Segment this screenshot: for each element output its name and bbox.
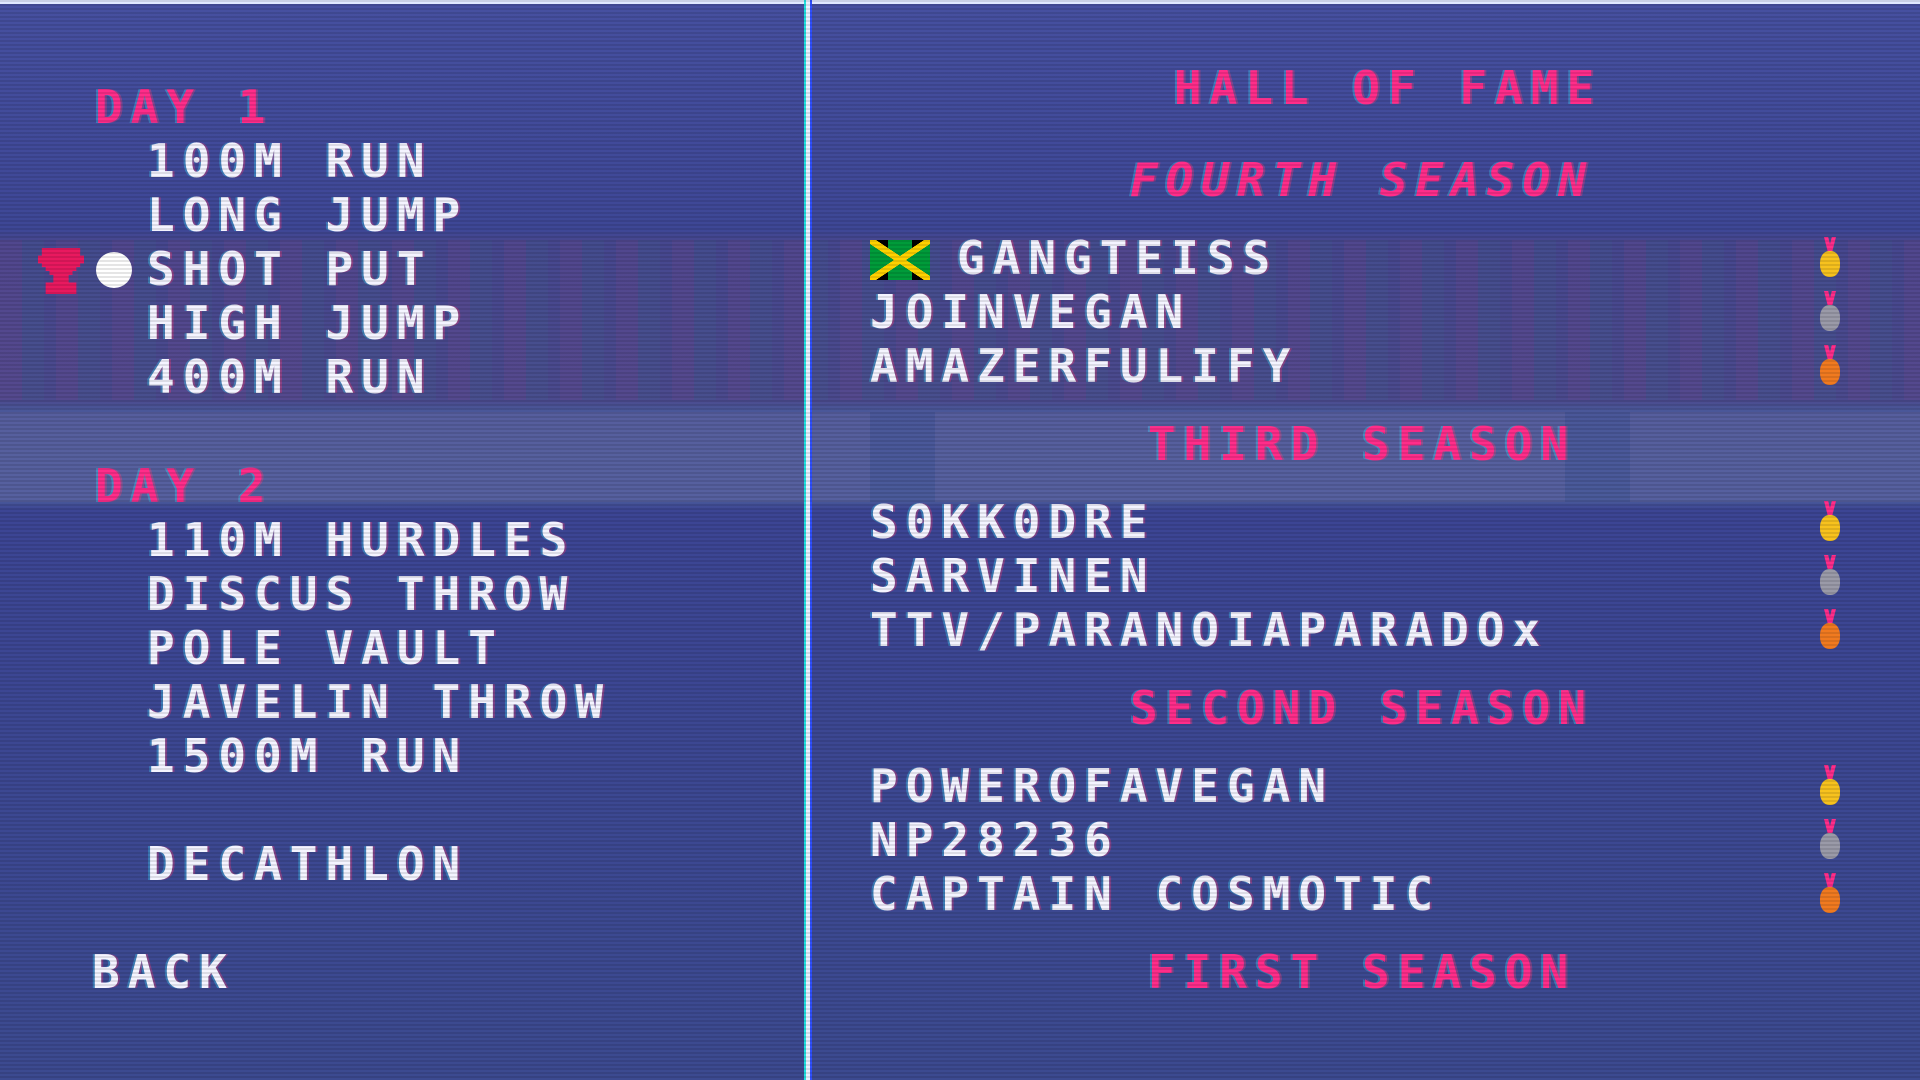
hall-of-fame-entry: POWEROFAVEGAN — [870, 759, 1335, 813]
event-item[interactable]: 400M RUN — [147, 350, 433, 404]
jamaica-flag-icon — [870, 240, 930, 280]
bronze-medal-icon — [1820, 609, 1840, 651]
hall-of-fame-entry: S0KK0DRE — [870, 495, 1156, 549]
event-item[interactable]: JAVELIN THROW — [147, 675, 612, 729]
selection-cursor-icon — [96, 252, 132, 288]
season-heading: FIRST SEASON — [1147, 945, 1577, 999]
season-heading: THIRD SEASON — [1147, 417, 1577, 471]
trophy-icon — [38, 248, 84, 294]
hall-of-fame-entry: TTV/PARANOIAPARADOx — [870, 603, 1549, 657]
gold-medal-icon — [1820, 237, 1840, 279]
hall-of-fame-entry: CAPTAIN COSMOTIC — [870, 867, 1442, 921]
event-item[interactable]: 1500M RUN — [147, 729, 469, 783]
day2-heading: DAY 2 — [95, 459, 274, 513]
silver-medal-icon — [1820, 291, 1840, 333]
top-border — [0, 0, 1920, 4]
decathlon-item[interactable]: DECATHLON — [147, 837, 469, 891]
season-heading: FOURTH SEASON — [1129, 153, 1595, 207]
bronze-medal-icon — [1820, 345, 1840, 387]
ad-banner — [1630, 412, 1920, 502]
ad-banner — [935, 412, 1565, 502]
event-item[interactable]: POLE VAULT — [147, 621, 504, 675]
ad-banner — [0, 412, 870, 502]
gold-medal-icon — [1820, 501, 1840, 543]
hall-of-fame-entry: NP28236 — [870, 813, 1120, 867]
event-item[interactable]: 100M RUN — [147, 134, 433, 188]
panel-divider — [806, 0, 810, 1080]
event-item[interactable]: 110M HURDLES — [147, 513, 576, 567]
event-item[interactable]: LONG JUMP — [147, 188, 469, 242]
event-item[interactable]: DISCUS THROW — [147, 567, 576, 621]
hall-of-fame-title: HALL OF FAME — [1173, 61, 1603, 115]
day1-heading: DAY 1 — [95, 80, 274, 134]
season-heading: SECOND SEASON — [1129, 681, 1595, 735]
event-item[interactable]: SHOT PUT — [147, 242, 433, 296]
bronze-medal-icon — [1820, 873, 1840, 915]
hall-of-fame-entry: SARVINEN — [870, 549, 1156, 603]
silver-medal-icon — [1820, 819, 1840, 861]
hall-of-fame-entry: GANGTEISS — [957, 231, 1279, 285]
back-button[interactable]: BACK — [92, 945, 235, 999]
silver-medal-icon — [1820, 555, 1840, 597]
event-item[interactable]: HIGH JUMP — [147, 296, 469, 350]
crowd-background — [0, 240, 1920, 400]
gold-medal-icon — [1820, 765, 1840, 807]
hall-of-fame-entry: JOINVEGAN — [870, 285, 1192, 339]
hall-of-fame-entry: AMAZERFULIFY — [870, 339, 1299, 393]
